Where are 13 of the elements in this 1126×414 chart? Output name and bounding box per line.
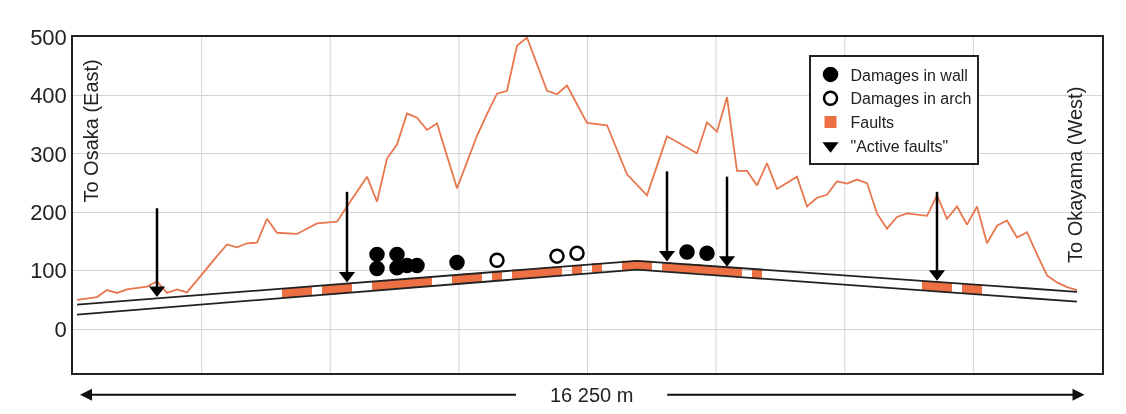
y-tick-label: 300 <box>30 141 67 167</box>
legend-label: Faults <box>850 114 895 132</box>
y-tick-label: 0 <box>54 316 67 342</box>
y-tick-label: 500 <box>30 24 67 50</box>
annotation: To Okayama (West) <box>1064 86 1087 264</box>
annotation: To Osaka (East) <box>80 59 103 203</box>
text: 16 250 m <box>550 384 634 406</box>
y-tick-label: 200 <box>30 200 67 225</box>
legend-label: Damages in wall <box>850 66 968 84</box>
y-tick-label: 100 <box>30 258 67 284</box>
legend-label: Damages in arch <box>850 90 972 108</box>
y-tick-label: 400 <box>30 83 67 109</box>
legend-label: "Active faults" <box>850 138 949 156</box>
